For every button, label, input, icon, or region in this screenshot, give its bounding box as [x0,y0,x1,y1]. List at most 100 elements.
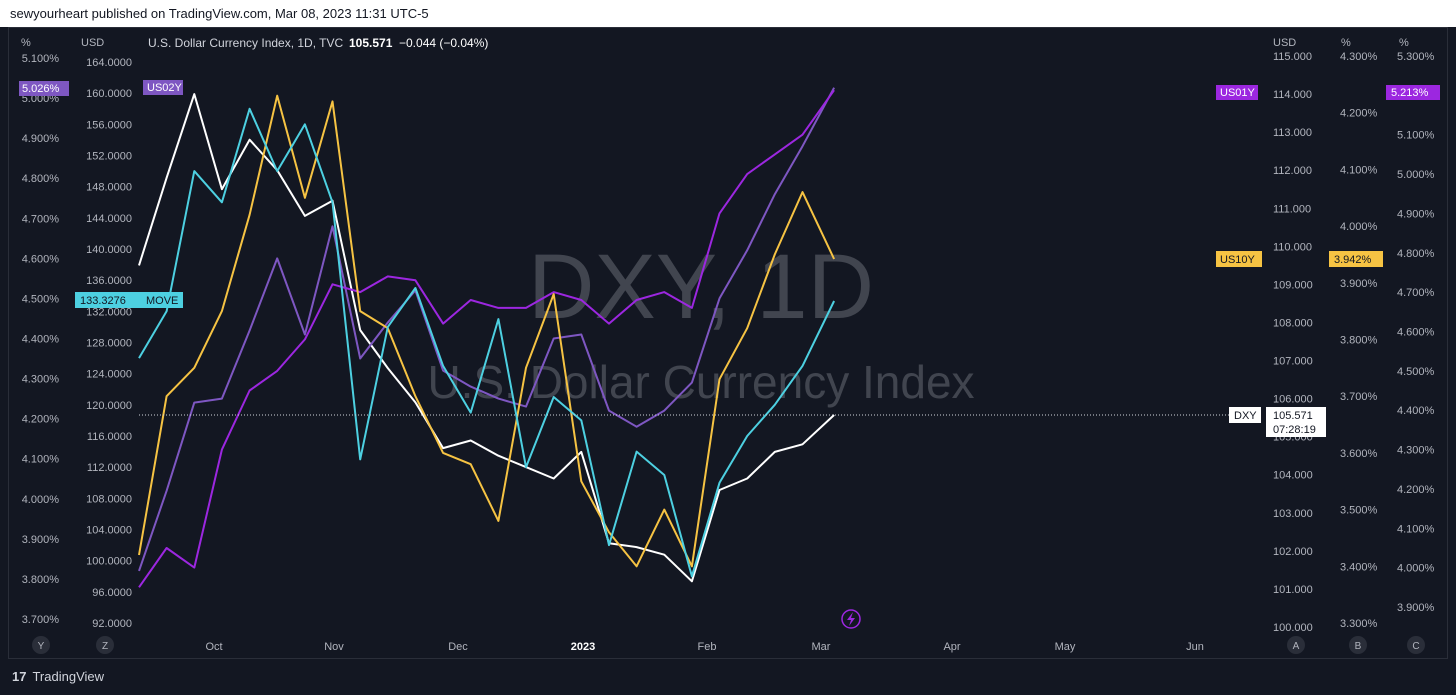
scale-button-z[interactable]: Z [96,636,114,654]
axis-tick-pct_left: 5.100% [22,53,60,65]
dxy-name-label: DXY [1234,410,1257,422]
time-label-2023: 2023 [571,641,595,653]
time-label-feb: Feb [698,641,717,653]
axis-tick-usd_right: 103.000 [1273,508,1313,520]
axis-tick-pct_right2: 4.700% [1397,287,1435,299]
scale-button-c[interactable]: C [1407,636,1425,654]
chart-svg[interactable]: DXY, 1D U.S. Dollar Currency Index % USD… [9,28,1447,658]
time-label-apr: Apr [943,641,960,653]
axis-tick-usd_left: 144.0000 [86,213,132,225]
us10y-value-box [1329,251,1383,267]
axis-tick-usd_left: 100.0000 [86,556,132,568]
us10y-name-label: US10Y [1220,254,1256,266]
scale-button-y[interactable]: Y [32,636,50,654]
axis-tick-usd_right: 109.000 [1273,279,1313,291]
axis-tick-usd_right: 107.000 [1273,356,1313,368]
axis-tick-pct_right1: 3.900% [1340,278,1378,290]
us02y-value-label: 5.026% [22,83,60,95]
series-line-move[interactable] [138,107,835,578]
series-line-us10y[interactable] [138,94,836,568]
axis-tick-pct_right1: 3.500% [1340,505,1378,517]
axis-tick-usd_left: 124.0000 [86,369,132,381]
us10y-right-badge: US10Y 3.942% [1216,251,1383,267]
axis-tick-usd_right: 101.000 [1273,584,1313,596]
lightning-icon[interactable] [841,609,861,629]
axis-tick-pct_left: 4.200% [22,414,60,426]
time-label-may: May [1055,641,1076,653]
axis-tick-pct_right1: 4.300% [1340,51,1378,63]
left-usd-unit: USD [81,37,104,49]
move-value-label: 133.3276 [80,295,126,307]
axis-tick-pct_left: 4.000% [22,494,60,506]
axis-tick-pct_right2: 5.000% [1397,169,1435,181]
time-label-nov: Nov [324,641,344,653]
us01y-value-label: 5.213% [1391,87,1429,99]
us02y-value-box [19,81,69,96]
series-line-us01y[interactable] [138,89,835,588]
axis-tick-pct_right1: 3.600% [1340,448,1378,460]
axis-tick-pct_left: 3.800% [22,574,60,586]
axis-tick-pct_right1: 3.700% [1340,391,1378,403]
axis-tick-pct_right1: 4.100% [1340,164,1378,176]
us01y-name-label: US01Y [1220,87,1256,99]
dxy-right-badge: DXY 105.571 07:28:19 [1229,407,1326,437]
axis-tick-pct_right2: 4.000% [1397,563,1435,575]
us10y-value-label: 3.942% [1334,254,1372,266]
scale-button-a[interactable]: A [1287,636,1305,654]
axis-tick-usd_right: 113.000 [1273,127,1312,139]
us01y-value-box [1386,85,1440,100]
axis-tick-usd_left: 160.0000 [86,88,132,100]
axis-tick-usd_left: 164.0000 [86,57,132,69]
time-label-oct: Oct [205,641,222,653]
scale-button-b[interactable]: B [1349,636,1367,654]
tradingview-logo-mark: 17 [12,669,27,684]
axis-tick-usd_right: 100.000 [1273,622,1313,634]
axis-tick-usd_right: 106.000 [1273,394,1313,406]
axis-tick-usd_right: 112.000 [1273,165,1312,177]
axis-tick-usd_left: 120.0000 [86,400,132,412]
axis-tick-pct_right2: 4.100% [1397,523,1435,535]
axis-tick-pct_right1: 3.300% [1340,618,1378,630]
move-name-label: MOVE [146,295,178,307]
dxy-countdown-label: 07:28:19 [1273,424,1316,436]
axis-tick-usd_left: 156.0000 [86,119,132,131]
svg-text:C: C [1412,641,1419,652]
axis-tick-usd_left: 112.0000 [87,462,132,474]
time-label-dec: Dec [448,641,468,653]
axis-tick-pct_right2: 4.500% [1397,366,1435,378]
axis-tick-pct_right2: 4.800% [1397,248,1435,260]
axis-tick-usd_right: 108.000 [1273,317,1313,329]
axis-tick-usd_left: 136.0000 [86,275,132,287]
axis-tick-pct_right2: 4.300% [1397,445,1435,457]
tradingview-brand-label: TradingView [32,669,105,684]
us10y-name-box [1216,251,1262,267]
axis-tick-pct_left: 4.900% [22,133,60,145]
publish-info-bar: sewyourheart published on TradingView.co… [0,0,1456,27]
axis-tick-pct_right2: 5.300% [1397,51,1435,63]
axis-tick-usd_left: 128.0000 [86,338,132,350]
axis-tick-pct_right2: 5.100% [1397,130,1435,142]
axis-tick-usd_right: 115.000 [1273,51,1312,63]
symbol-title[interactable]: U.S. Dollar Currency Index, 1D, TVC [148,36,344,50]
axis-tick-usd_left: 140.0000 [86,244,132,256]
last-price: 105.571 [349,36,393,50]
chart-pane[interactable]: DXY, 1D U.S. Dollar Currency Index % USD… [8,27,1448,659]
watermark-symbol: DXY, 1D [528,236,874,338]
axis-tick-pct_left: 3.900% [22,534,60,546]
series-line-us02y[interactable] [138,87,835,572]
us01y-right-badge: US01Y 5.213% [1216,85,1440,100]
us02y-name-label: US02Y [147,82,183,94]
axis-tick-pct_right2: 4.600% [1397,327,1435,339]
series-line-dxy[interactable] [138,93,835,583]
axis-tick-pct_left: 4.800% [22,173,60,185]
svg-text:A: A [1293,641,1300,652]
left-pct-unit: % [21,37,31,49]
axis-tick-pct_right2: 3.900% [1397,602,1435,614]
dxy-value-box [1266,407,1326,437]
axis-tick-pct_left: 3.700% [22,614,60,626]
tradingview-logo[interactable]: 17 TradingView [12,669,104,684]
right-pct-unit-2: % [1399,37,1409,49]
axis-tick-pct_left: 4.700% [22,213,60,225]
axis-tick-usd_left: 152.0000 [86,151,132,163]
time-axis[interactable]: Oct Nov Dec 2023 Feb Mar Apr May Jun [205,641,1203,653]
